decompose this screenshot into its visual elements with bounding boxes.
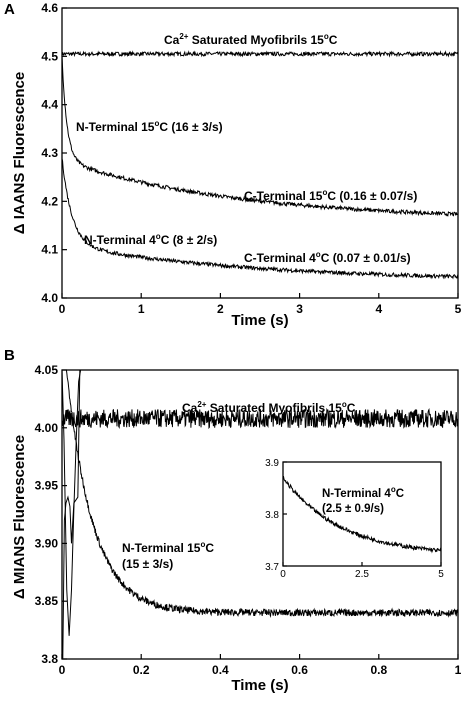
panel-b-traces: [61, 369, 459, 660]
panel-b-y-tick-label: 4.00: [35, 421, 59, 435]
panel-b-y-tick-label: 4.05: [35, 363, 59, 377]
panel-b-x-tick-label: 0.6: [291, 663, 308, 677]
inset-annotation-n-terminal-4c: N-Terminal 4oC: [322, 485, 404, 500]
panel-b-annotation-n-terminal-15c-rate: (15 ± 3/s): [122, 557, 173, 571]
panel-b-x-tick-label: 0: [59, 663, 66, 677]
panel-b-annotation-ca-saturated: Ca2+ Saturated Myofibrils 15oC: [182, 400, 356, 415]
panel-a-x-tick-label: 1: [138, 302, 145, 316]
inset-y-tick-label: 3.9: [265, 458, 279, 469]
panel-a-annotation-n-terminal-4c: N-Terminal 4oC (8 ± 2/s): [84, 232, 217, 247]
inset-x-tick-label: 5: [438, 569, 444, 580]
panel-a-annotation-ca-saturated: Ca2+ Saturated Myofibrils 15oC: [164, 32, 338, 47]
panel-a-series-line-3: [61, 158, 459, 280]
panel-a-x-tick-label: 4: [375, 302, 382, 316]
panel-b-x-tick-label: 0.8: [370, 663, 387, 677]
panel-b-x-tick-label: 0.2: [133, 663, 150, 677]
panel-b: B 0 0.2 0.4 0.6 0.8 13.83.853.903.954.004.05 …: [4, 347, 462, 694]
inset-x-tick-label: 0: [280, 569, 286, 580]
panel-a-x-axis-title: Time (s): [231, 312, 288, 329]
panel-b-annotation-n-terminal-15c: N-Terminal 15oC: [122, 540, 214, 555]
panel-a-x-tick-label: 3: [296, 302, 303, 316]
panel-b-label: B: [4, 347, 15, 364]
panel-b-y-tick-label: 3.95: [35, 479, 59, 493]
panel-a-series-line-1: [61, 50, 459, 58]
panel-a-annotation-c-terminal-4c: C-Terminal 4oC (0.07 ± 0.01/s): [244, 250, 411, 265]
panel-b-y-tick-label: 3.85: [35, 594, 59, 608]
panel-b-transient-line-2: [62, 369, 81, 660]
panel-a-label: A: [4, 1, 15, 18]
inset-annotation-n-terminal-4c-rate: (2.5 ± 0.9/s): [322, 503, 384, 515]
panel-b-series-line-1: [61, 407, 459, 430]
panel-a-y-tick-label: 4.4: [41, 98, 58, 112]
inset-traces: [282, 475, 442, 554]
panel-b-transient-line-1: [61, 369, 82, 636]
panel-a-x-tick-label: 2: [217, 302, 224, 316]
panel-a-y-tick-label: 4.6: [41, 1, 58, 15]
panel-b-x-tick-label: 0.4: [212, 663, 229, 677]
panel-a-ticks: 0 1 2 3 4 5 4.0 4.1 4.2 4.3 4.4 4.5 4.6: [41, 1, 461, 316]
panel-a: A 0 1 2 3 4 5 4.0 4.1 4.2 4.3 4.4 4.5 4.6 Time (s) Δ…: [4, 1, 462, 329]
panel-b-ticks: 0 0.2 0.4 0.6 0.8 13.83.853.903.954.004.05: [35, 363, 462, 677]
inset-ticks: 0 2.5 5 3.7 3.8 3.9: [265, 458, 444, 580]
panel-a-traces: [61, 50, 459, 280]
panel-b-x-tick-label: 1: [455, 663, 462, 677]
panel-a-y-tick-label: 4.1: [41, 243, 58, 257]
panel-a-annotation-n-terminal-15c: N-Terminal 15oC (16 ± 3/s): [76, 119, 223, 134]
panel-a-x-tick-label: 0: [59, 302, 66, 316]
panel-b-plot-frame: [61, 369, 459, 660]
inset-x-tick-label: 2.5: [355, 569, 369, 580]
panel-b-inset: 0 2.5 5 3.7 3.8 3.9 N-Terminal 4oC (2.5 ± 0.9…: [265, 458, 444, 580]
panel-a-y-tick-label: 4.5: [41, 49, 58, 63]
panel-b-x-axis-title: Time (s): [231, 677, 288, 694]
panel-a-x-tick-label: 5: [455, 302, 462, 316]
inset-y-tick-label: 3.7: [265, 562, 279, 573]
panel-b-y-axis-title: Δ MIANS Fluorescence: [11, 435, 28, 599]
panel-b-y-tick-label: 3.90: [35, 536, 59, 550]
panel-a-y-tick-label: 4.2: [41, 194, 58, 208]
panel-a-series-line-2: [61, 55, 459, 217]
inset-y-tick-label: 3.8: [265, 510, 279, 521]
panel-a-annotation-c-terminal-15c: C-Terminal 15oC (0.16 ± 0.07/s): [244, 188, 417, 203]
panel-b-series-line-2: [62, 369, 459, 619]
panel-a-y-tick-label: 4.0: [41, 291, 58, 305]
panel-a-y-tick-label: 4.3: [41, 146, 58, 160]
panel-a-y-axis-title: Δ IAANS Fluorescence: [11, 72, 28, 235]
inset-series-line-1: [282, 475, 442, 554]
panel-b-y-tick-label: 3.8: [41, 652, 58, 666]
